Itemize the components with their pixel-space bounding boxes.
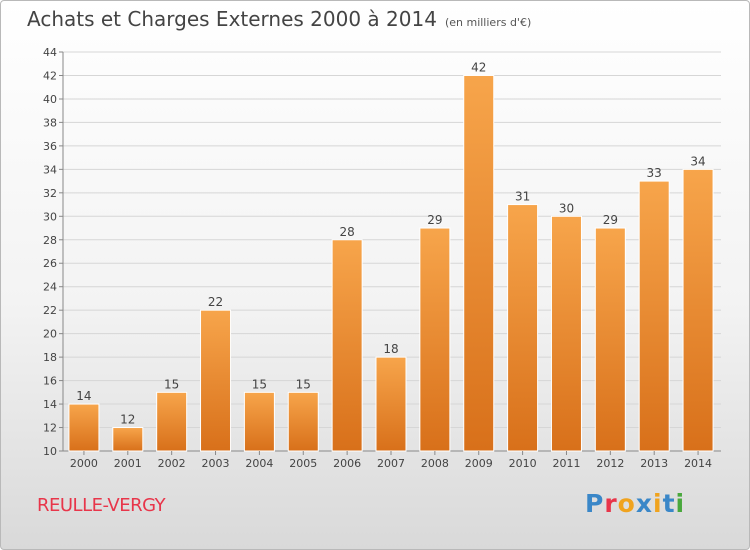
chart-title: Achats et Charges Externes 2000 à 2014 (e… (27, 7, 531, 31)
bar-value-label: 22 (208, 295, 223, 309)
bar (638, 180, 670, 452)
y-tick-label: 28 (43, 234, 57, 247)
y-tick-label: 10 (43, 445, 57, 458)
bar-value-label: 33 (647, 166, 662, 180)
bar (594, 227, 626, 452)
logo-letter: o (617, 489, 636, 518)
bar-value-label: 29 (603, 213, 618, 227)
bar (112, 427, 144, 452)
bar (68, 403, 100, 452)
logo-letter: i (653, 489, 663, 518)
logo-letter: P (585, 489, 605, 518)
y-tick-label: 36 (43, 140, 57, 153)
logo-letter: r (604, 489, 618, 518)
bar (287, 391, 319, 452)
x-tick-label: 2006 (333, 457, 361, 470)
logo-letter: i (675, 489, 686, 518)
x-tick-label: 2014 (684, 457, 712, 470)
y-tick-label: 20 (43, 328, 57, 341)
bar (463, 74, 495, 452)
proxiti-logo: Proxiti (585, 489, 685, 518)
x-tick-label: 2011 (552, 457, 580, 470)
bar-value-label: 15 (296, 377, 311, 391)
bar-value-label: 12 (120, 413, 135, 427)
chart-unit: (en milliers d'€) (444, 16, 532, 29)
bar-value-label: 30 (559, 201, 574, 215)
chart-title-text: Achats et Charges Externes 2000 à 2014 (27, 7, 437, 31)
x-tick-label: 2000 (70, 457, 98, 470)
y-tick-label: 32 (43, 187, 57, 200)
x-tick-label: 2005 (289, 457, 317, 470)
commune-name: REULLE-VERGY (37, 495, 166, 516)
x-tick-label: 2009 (465, 457, 493, 470)
y-tick-label: 22 (43, 304, 57, 317)
bar-value-label: 28 (339, 225, 354, 239)
bar (507, 204, 539, 452)
y-tick-label: 42 (43, 69, 57, 82)
bar-value-label: 42 (471, 60, 486, 74)
y-tick-label: 40 (43, 93, 57, 106)
bar (682, 168, 714, 452)
logo-letter: x (635, 489, 653, 518)
bar (550, 215, 582, 452)
bar (156, 391, 188, 452)
y-tick-label: 24 (43, 281, 57, 294)
y-tick-label: 14 (43, 398, 57, 411)
y-tick-label: 38 (43, 116, 57, 129)
y-tick-label: 18 (43, 351, 57, 364)
bar-value-label: 15 (164, 377, 179, 391)
x-tick-label: 2010 (509, 457, 537, 470)
x-tick-label: 2007 (377, 457, 405, 470)
bar (200, 309, 232, 452)
y-tick-label: 12 (43, 422, 57, 435)
x-tick-label: 2013 (640, 457, 668, 470)
x-tick-label: 2003 (202, 457, 230, 470)
bar-value-label: 14 (76, 389, 91, 403)
bar (419, 227, 451, 452)
bar-value-label: 34 (690, 154, 705, 168)
bar-value-label: 31 (515, 190, 530, 204)
bar-value-label: 18 (383, 342, 398, 356)
y-tick-label: 16 (43, 375, 57, 388)
y-tick-label: 26 (43, 257, 57, 270)
x-tick-label: 2002 (158, 457, 186, 470)
x-tick-label: 2012 (596, 457, 624, 470)
logo-letter: t (662, 489, 676, 518)
bar (375, 356, 407, 452)
bar-value-label: 29 (427, 213, 442, 227)
bar (243, 391, 275, 452)
x-tick-label: 2001 (114, 457, 142, 470)
y-tick-label: 44 (43, 46, 57, 59)
bar (331, 239, 363, 452)
y-tick-label: 30 (43, 210, 57, 223)
x-tick-label: 2008 (421, 457, 449, 470)
x-tick-label: 2004 (245, 457, 273, 470)
bar-value-label: 15 (252, 377, 267, 391)
y-tick-label: 34 (43, 163, 57, 176)
